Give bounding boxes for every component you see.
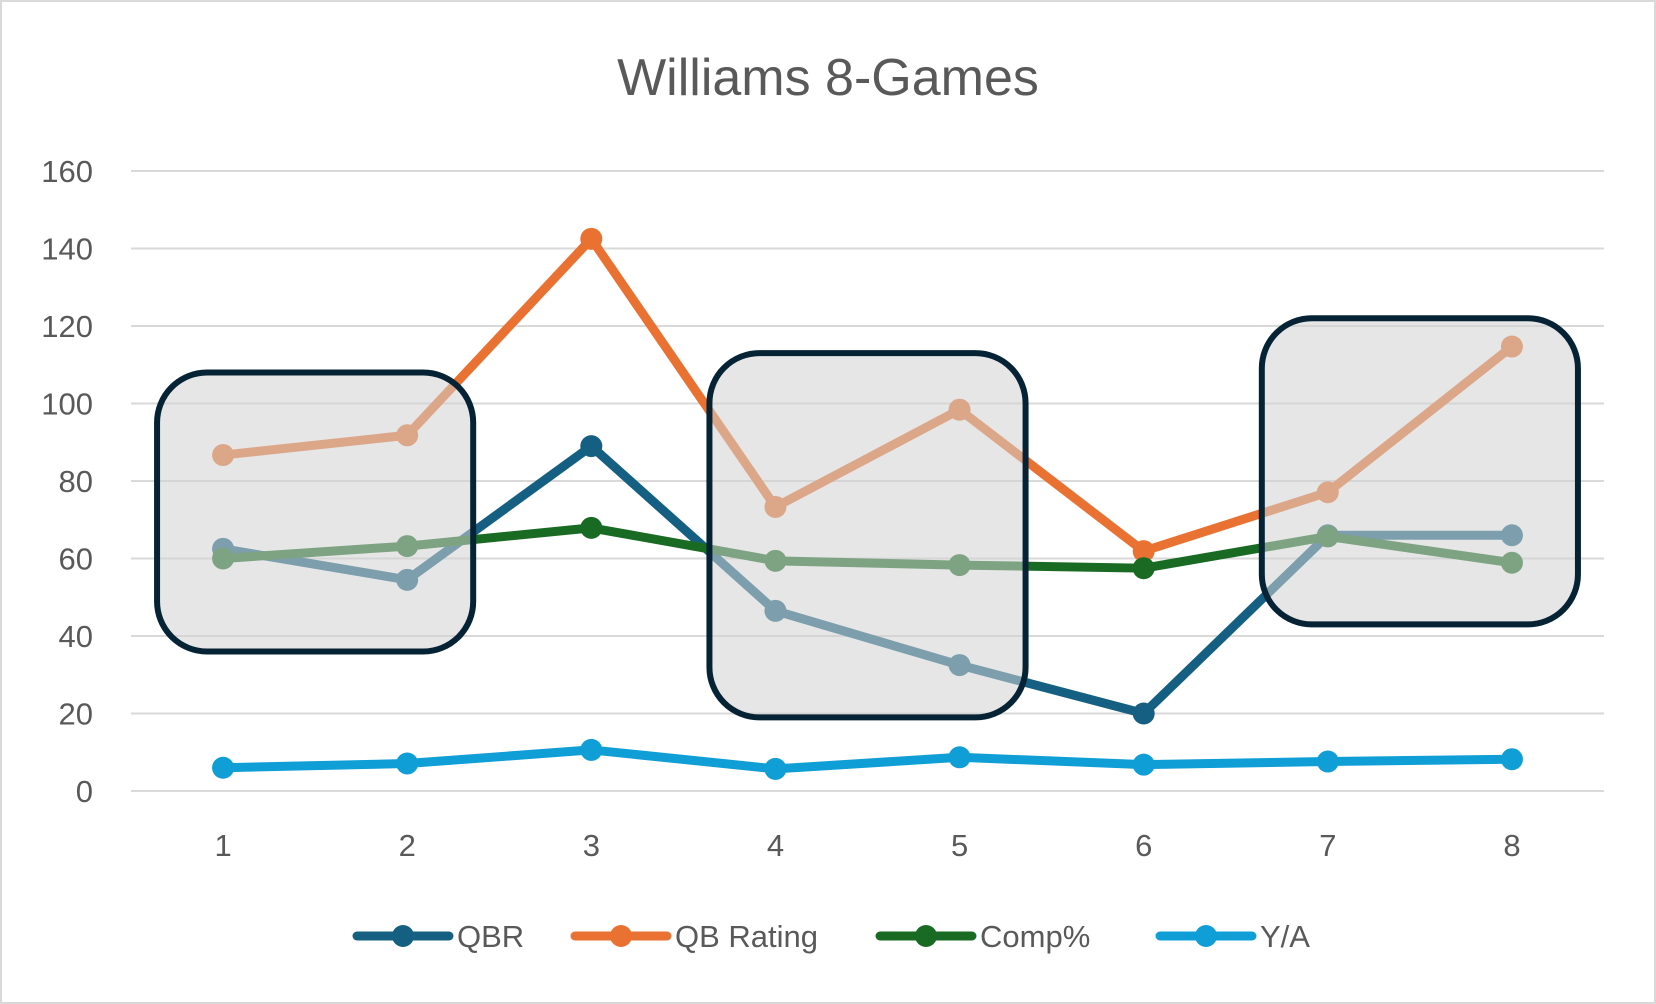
data-point: [580, 227, 603, 250]
x-tick-label: 5: [951, 828, 968, 863]
y-tick-label: 100: [41, 387, 93, 422]
x-axis-ticks: 1 2 3 4 5 6 7 8: [214, 828, 1520, 863]
legend-item: QBR: [352, 919, 524, 954]
highlight-boxes: [154, 315, 1581, 721]
data-point: [1316, 750, 1339, 773]
data-point: [396, 752, 419, 775]
y-tick-label: 160: [41, 154, 93, 189]
x-tick-label: 6: [1135, 828, 1152, 863]
data-point: [1500, 748, 1523, 771]
series-segment: [955, 752, 1149, 770]
series-segment: [218, 758, 412, 773]
y-axis-ticks: 0 20 40 60 80 100 120 140 160: [41, 154, 93, 809]
legend-point-marker: [1195, 925, 1217, 947]
legend-point-marker: [392, 925, 414, 947]
highlight-box: [1258, 315, 1581, 628]
data-point: [580, 435, 603, 458]
data-point: [1132, 557, 1155, 580]
highlight-box: [154, 369, 477, 655]
data-point: [580, 516, 603, 539]
y-tick-label: 80: [59, 464, 93, 499]
y-tick-label: 120: [41, 309, 93, 344]
highlight-box: [706, 350, 1029, 721]
legend-point-marker: [915, 925, 937, 947]
y-tick-label: 140: [41, 232, 93, 267]
series-segment: [402, 745, 596, 768]
data-point: [212, 756, 235, 779]
series-segment: [586, 745, 780, 774]
legend-label: Y/A: [1260, 919, 1310, 954]
x-tick-label: 2: [399, 828, 416, 863]
x-tick-label: 7: [1319, 828, 1336, 863]
legend-label: Comp%: [980, 919, 1090, 954]
x-tick-label: 8: [1503, 828, 1520, 863]
x-tick-label: 4: [767, 828, 784, 863]
series-y-a: [212, 738, 1523, 780]
data-point: [948, 746, 971, 769]
data-point: [1132, 702, 1155, 725]
data-point: [580, 738, 603, 761]
legend: QBR QB Rating Comp% Y/A: [352, 919, 1310, 954]
data-point: [764, 757, 787, 780]
series-segment: [770, 752, 965, 774]
y-tick-label: 20: [59, 697, 93, 732]
y-tick-label: 0: [76, 774, 93, 809]
legend-item: Comp%: [875, 919, 1090, 954]
legend-label: QB Rating: [675, 919, 818, 954]
data-point: [1132, 540, 1155, 563]
legend-point-marker: [610, 925, 632, 947]
data-point: [1132, 753, 1155, 776]
legend-item: Y/A: [1155, 919, 1310, 954]
x-tick-label: 1: [214, 828, 231, 863]
y-tick-label: 60: [59, 542, 93, 577]
y-tick-label: 40: [59, 619, 93, 654]
chart-title: Williams 8-Games: [617, 49, 1039, 107]
legend-item: QB Rating: [570, 919, 818, 954]
series-segment: [1139, 757, 1333, 770]
legend-label: QBR: [457, 919, 524, 954]
series-segment: [1323, 754, 1517, 767]
x-tick-label: 3: [583, 828, 600, 863]
